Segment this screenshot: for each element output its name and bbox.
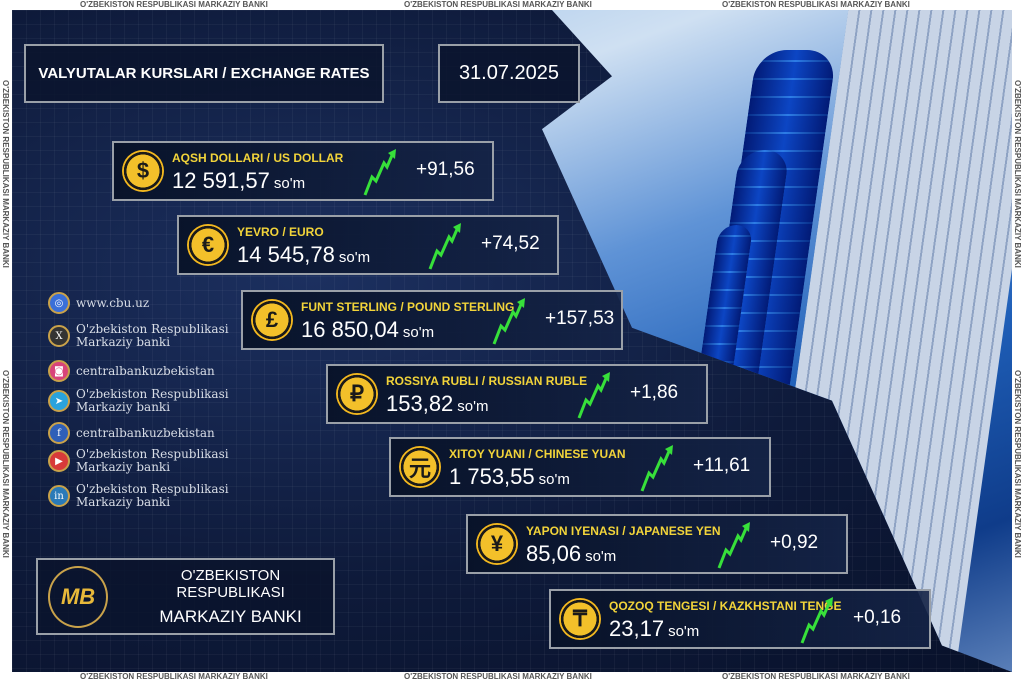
bank-name-line1: O'ZBEKISTON RESPUBLIKASI <box>176 566 285 601</box>
currency-unit: so'm <box>273 175 306 192</box>
currency-name: AQSH DOLLARI / US DOLLAR <box>172 151 344 165</box>
currency-rate: 12 591,57 so'm <box>172 168 306 193</box>
currency-rate: 85,06 so'm <box>526 541 617 566</box>
rate-change: +74,52 <box>481 233 540 254</box>
watermark-right: O'ZBEKISTON RESPUBLIKASI MARKAZIY BANKI <box>1013 80 1022 268</box>
infographic: VALYUTALAR KURSLARI / EXCHANGE RATES 31.… <box>12 10 1012 672</box>
currency-card: 元 XITOY YUANI / CHINESE YUAN 1 753,55 so'… <box>389 437 771 497</box>
currency-card: ₽ ROSSIYA RUBLI / RUSSIAN RUBLE 153,82 so… <box>326 364 708 424</box>
dollar-coin-icon: $ <box>122 150 164 192</box>
currency-unit: so'm <box>402 324 435 341</box>
logo-box: MB O'ZBEKISTON RESPUBLIKASI MARKAZIY BAN… <box>36 558 335 635</box>
date-label: 31.07.2025 <box>438 44 580 103</box>
bank-logo-icon: MB <box>48 565 109 628</box>
social-link-text: centralbankuzbekistan <box>76 363 215 378</box>
watermark-top-left: O'ZBEKISTON RESPUBLIKASI MARKAZIY BANKI <box>80 0 268 9</box>
rate-change: +0,92 <box>770 532 819 553</box>
watermark-top-center: O'ZBEKISTON RESPUBLIKASI MARKAZIY BANKI <box>404 0 592 9</box>
globe-icon: ◎ <box>48 292 70 314</box>
youtube-icon: ▶ <box>48 450 70 472</box>
euro-coin-icon: € <box>187 224 229 266</box>
currency-card: ¥ YAPON IYENASI / JAPANESE YEN 85,06 so'm… <box>466 514 848 574</box>
currency-name: YAPON IYENASI / JAPANESE YEN <box>526 524 721 538</box>
currency-rate: 153,82 so'm <box>386 391 489 416</box>
currency-card: £ FUNT STERLING / POUND STERLING 16 850,… <box>241 290 623 350</box>
social-link-text: O'zbekiston Respublikasi Markaziy banki <box>76 322 229 349</box>
currency-rate: 1 753,55 so'm <box>449 464 570 489</box>
rate-change: +0,16 <box>853 607 902 628</box>
currency-unit: so'm <box>338 249 371 266</box>
rate-change: +91,56 <box>416 159 475 180</box>
social-link[interactable]: ▶ O'zbekiston Respublikasi Markaziy banki <box>48 448 236 474</box>
trend-up-arrow-icon <box>800 597 833 644</box>
social-link[interactable]: ➤ O'zbekiston Respublikasi Markaziy banki <box>48 388 236 414</box>
trend-up-arrow-icon <box>577 372 610 419</box>
trend-up-arrow-icon <box>492 298 525 345</box>
currency-card: $ AQSH DOLLARI / US DOLLAR 12 591,57 so'm… <box>112 141 494 201</box>
social-link[interactable]: ◙ centralbankuzbekistan <box>48 360 236 382</box>
currency-rate: 14 545,78 so'm <box>237 242 371 267</box>
currency-unit: so'm <box>538 471 570 488</box>
social-link[interactable]: ◎ www.cbu.uz <box>48 292 236 314</box>
social-link[interactable]: X O'zbekiston Respublikasi Markaziy banki <box>48 323 236 349</box>
currency-name: XITOY YUANI / CHINESE YUAN <box>449 447 626 461</box>
watermark-left-2: O'ZBEKISTON RESPUBLIKASI MARKAZIY BANKI <box>1 370 10 558</box>
watermark-top-right: O'ZBEKISTON RESPUBLIKASI MARKAZIY BANKI <box>722 0 910 9</box>
yuan-coin-icon: 元 <box>399 446 441 488</box>
rate-change: +157,53 <box>545 308 615 329</box>
trend-up-arrow-icon <box>717 522 750 569</box>
currency-name: YEVRO / EURO <box>237 225 324 239</box>
currency-card: € YEVRO / EURO 14 545,78 so'm +74,52 <box>177 215 559 275</box>
yen-coin-icon: ¥ <box>476 523 518 565</box>
trend-up-arrow-icon <box>640 445 673 492</box>
currency-rate: 16 850,04 so'm <box>301 317 435 342</box>
x-icon: X <box>48 325 70 347</box>
currency-name: FUNT STERLING / POUND STERLING <box>301 300 515 314</box>
watermark-right-2: O'ZBEKISTON RESPUBLIKASI MARKAZIY BANKI <box>1013 370 1022 558</box>
currency-name: QOZOQ TENGESI / KAZKHSTANI TENGE <box>609 599 842 613</box>
trend-up-arrow-icon <box>363 149 396 196</box>
tenge-coin-icon: ₸ <box>559 598 601 640</box>
social-link-text: O'zbekiston Respublikasi Markaziy banki <box>76 387 229 414</box>
currency-unit: so'm <box>668 623 700 640</box>
telegram-icon: ➤ <box>48 390 70 412</box>
watermark-left: O'ZBEKISTON RESPUBLIKASI MARKAZIY BANKI <box>1 80 10 268</box>
rate-change: +1,86 <box>630 382 679 403</box>
social-link[interactable]: in O'zbekiston Respublikasi Markaziy bank… <box>48 483 236 509</box>
currency-card: ₸ QOZOQ TENGESI / KAZKHSTANI TENGE 23,17… <box>549 589 931 649</box>
watermark-bottom-left: O'ZBEKISTON RESPUBLIKASI MARKAZIY BANKI <box>80 672 268 681</box>
linkedin-icon: in <box>48 485 70 507</box>
ruble-coin-icon: ₽ <box>336 373 378 415</box>
trend-up-arrow-icon <box>428 223 461 270</box>
pound-coin-icon: £ <box>251 299 293 341</box>
currency-unit: so'm <box>457 398 489 415</box>
social-link-text: centralbankuzbekistan <box>76 425 215 440</box>
instagram-icon: ◙ <box>48 360 70 382</box>
social-link-text: O'zbekiston Respublikasi Markaziy banki <box>76 447 229 474</box>
watermark-bottom-center: O'ZBEKISTON RESPUBLIKASI MARKAZIY BANKI <box>404 672 592 681</box>
currency-rate: 23,17 so'm <box>609 616 700 641</box>
social-link[interactable]: f centralbankuzbekistan <box>48 422 236 444</box>
rate-change: +11,61 <box>693 455 751 476</box>
currency-name: ROSSIYA RUBLI / RUSSIAN RUBLE <box>386 374 588 388</box>
social-link-text: www.cbu.uz <box>76 295 150 310</box>
bank-name-line2: MARKAZIY BANKI <box>159 606 302 626</box>
facebook-icon: f <box>48 422 70 444</box>
page-title: VALYUTALAR KURSLARI / EXCHANGE RATES <box>24 44 384 103</box>
social-link-text: O'zbekiston Respublikasi Markaziy banki <box>76 482 229 509</box>
currency-unit: so'm <box>585 548 617 565</box>
watermark-bottom-right: O'ZBEKISTON RESPUBLIKASI MARKAZIY BANKI <box>722 672 910 681</box>
